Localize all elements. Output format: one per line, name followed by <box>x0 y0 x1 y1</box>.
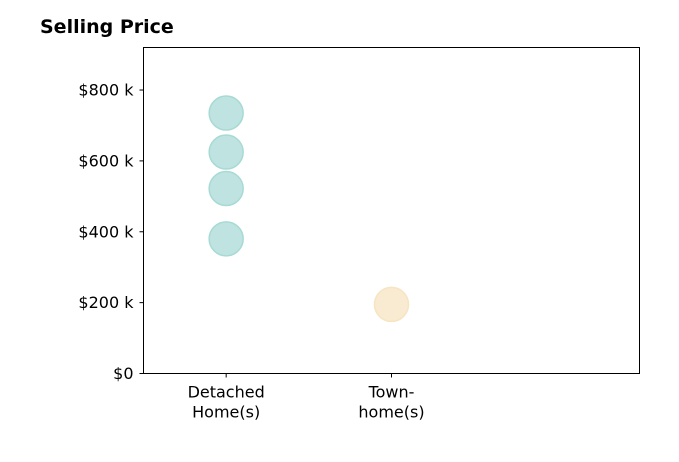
data-point-detached <box>208 221 244 257</box>
data-point-townhome <box>373 286 410 323</box>
x-axis: Detached Home(s) Town-home(s) <box>188 373 425 422</box>
data-points <box>208 95 410 323</box>
plot-frame <box>143 47 640 374</box>
data-point-detached <box>208 170 244 207</box>
data-point-detached <box>208 134 244 170</box>
x-tick-label-detached: Detached Home(s) <box>188 383 265 422</box>
y-tick-label: $600 k <box>78 151 134 170</box>
y-tick-label: $0 <box>113 364 133 383</box>
x-tick-label-line: Home(s) <box>192 403 260 422</box>
y-tick-label: $400 k <box>78 222 134 241</box>
chart-title: Selling Price <box>40 16 174 38</box>
y-tick-label: $200 k <box>78 293 134 312</box>
x-tick-label-line: Town- <box>368 383 415 402</box>
data-point-detached <box>208 95 244 131</box>
x-tick-label-townhome: Town-home(s) <box>358 383 424 422</box>
y-axis: $0 $200 k $400 k $600 k $800 k <box>78 81 144 383</box>
x-tick-label-line: home(s) <box>358 403 424 422</box>
x-tick-label-line: Detached <box>188 383 265 402</box>
y-tick-label: $800 k <box>78 81 134 100</box>
